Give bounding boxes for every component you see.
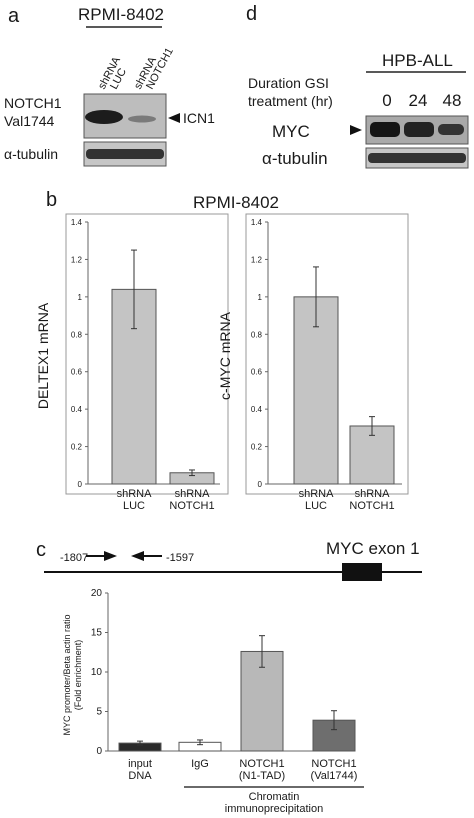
chart2-tick-label: 0.2 <box>251 443 263 452</box>
panel-c-time-24: 24 <box>409 91 428 110</box>
panel-letter-a: a <box>8 5 20 27</box>
chart2-tick-label: 1.4 <box>251 218 263 227</box>
chart3-tick-label: 10 <box>91 667 103 678</box>
chart3-tick-label: 0 <box>96 746 102 757</box>
chart3-tick-label: 5 <box>96 707 102 718</box>
chart3-y-label-line2: (Fold enrichment) <box>73 640 83 711</box>
panel-d-primer-left: -1807 <box>60 552 88 564</box>
panel-c-duration-line2: treatment (hr) <box>248 93 333 109</box>
panel-d-exon-box <box>342 563 382 581</box>
chart1-cat2-line1: shRNA <box>175 488 211 500</box>
chart2-bar <box>293 296 339 485</box>
chart2-cat1-line1: shRNA <box>299 488 335 500</box>
panel-c-row2-label: α-tubulin <box>262 149 328 168</box>
chart2-y-label: c-MYC mRNA <box>217 311 233 400</box>
chart2-tick-label: 1 <box>258 293 263 302</box>
chart1-tick-label: 0.2 <box>71 443 83 452</box>
panel-d-reverse-primer-arrow-icon <box>131 551 162 561</box>
chart2-frame <box>245 213 409 495</box>
panel-d-chip-label-line1: Chromatin <box>249 791 300 803</box>
panel-a-blot-tubulin <box>83 141 167 167</box>
panel-letter-d: c <box>36 539 46 561</box>
chart3-cat3-line1: NOTCH1 <box>239 758 284 770</box>
panel-c-blot-tubulin <box>365 147 469 169</box>
panel-d-gene-label: MYC exon 1 <box>326 539 420 558</box>
chart3-cat1-line2: DNA <box>128 770 152 782</box>
chart2-cat2-line2: NOTCH1 <box>349 500 394 512</box>
chart1-tick-label: 1.4 <box>71 218 83 227</box>
panel-letter-c: d <box>246 3 257 25</box>
panel-c-row1-label: MYC <box>272 122 310 141</box>
chart1-frame <box>65 213 229 495</box>
chart1-cat1-line2: LUC <box>123 500 145 512</box>
chart1-tick-label: 1 <box>78 293 83 302</box>
panel-c-cell-line: HPB-ALL <box>382 51 453 70</box>
chart2-tick-label: 0.8 <box>251 330 263 339</box>
chart1-cat1-line1: shRNA <box>117 488 153 500</box>
chart2-cat2-line1: shRNA <box>355 488 391 500</box>
chart1-tick-label: 0.4 <box>71 405 83 414</box>
chart1-tick-label: 0.8 <box>71 330 83 339</box>
panel-c-blot-myc <box>365 115 469 145</box>
chart1-tick-label: 1.2 <box>71 255 83 264</box>
panel-a-icn1-arrow-icon <box>168 113 180 123</box>
chart1-tick-label: 0 <box>78 480 83 489</box>
chart3-cat3-line2: (N1-TAD) <box>239 770 285 782</box>
chart3-tick-label: 20 <box>91 588 103 599</box>
panel-a-icn1-label: ICN1 <box>183 110 215 126</box>
chart2-tick-label: 1.2 <box>251 255 263 264</box>
chart2-tick-label: 0 <box>258 480 263 489</box>
chart3-tick-label: 15 <box>91 628 103 639</box>
panel-d-chip-label-line2: immunoprecipitation <box>225 803 323 815</box>
panel-a-cell-line: RPMI-8402 <box>78 5 164 24</box>
chart3-cat4-line1: NOTCH1 <box>311 758 356 770</box>
chart3-bar <box>240 650 284 752</box>
chart1-cat2-line2: NOTCH1 <box>169 500 214 512</box>
panel-a-row2-label: α-tubulin <box>4 146 58 162</box>
panel-c-time-0: 0 <box>382 91 391 110</box>
panel-d-forward-primer-arrow-icon <box>86 551 117 561</box>
chart2-tick-label: 0.6 <box>251 368 263 377</box>
panel-a-row1-label-line1: NOTCH1 <box>4 95 62 111</box>
chart3-cat2-line1: IgG <box>191 758 209 770</box>
chart3-cat1-line1: input <box>128 758 152 770</box>
chart1-tick-label: 0.6 <box>71 368 83 377</box>
chart3-y-label-line1: MYC promoter/Beta actin ratio <box>62 614 72 735</box>
panel-d-primer-right: -1597 <box>166 552 194 564</box>
chart2-tick-label: 0.4 <box>251 405 263 414</box>
panel-letter-b: b <box>46 189 57 211</box>
panel-a-row1-label-line2: Val1744 <box>4 113 55 129</box>
panel-c-myc-arrow-icon <box>350 125 362 135</box>
panel-c-duration-line1: Duration GSI <box>248 75 329 91</box>
panel-a-blot-notch1 <box>83 93 167 139</box>
panel-c-time-48: 48 <box>443 91 462 110</box>
chart2-cat1-line2: LUC <box>305 500 327 512</box>
panel-b-title: RPMI-8402 <box>193 193 279 212</box>
chart3-cat4-line2: (Val1744) <box>311 770 358 782</box>
chart1-y-label: DELTEX1 mRNA <box>35 302 51 409</box>
